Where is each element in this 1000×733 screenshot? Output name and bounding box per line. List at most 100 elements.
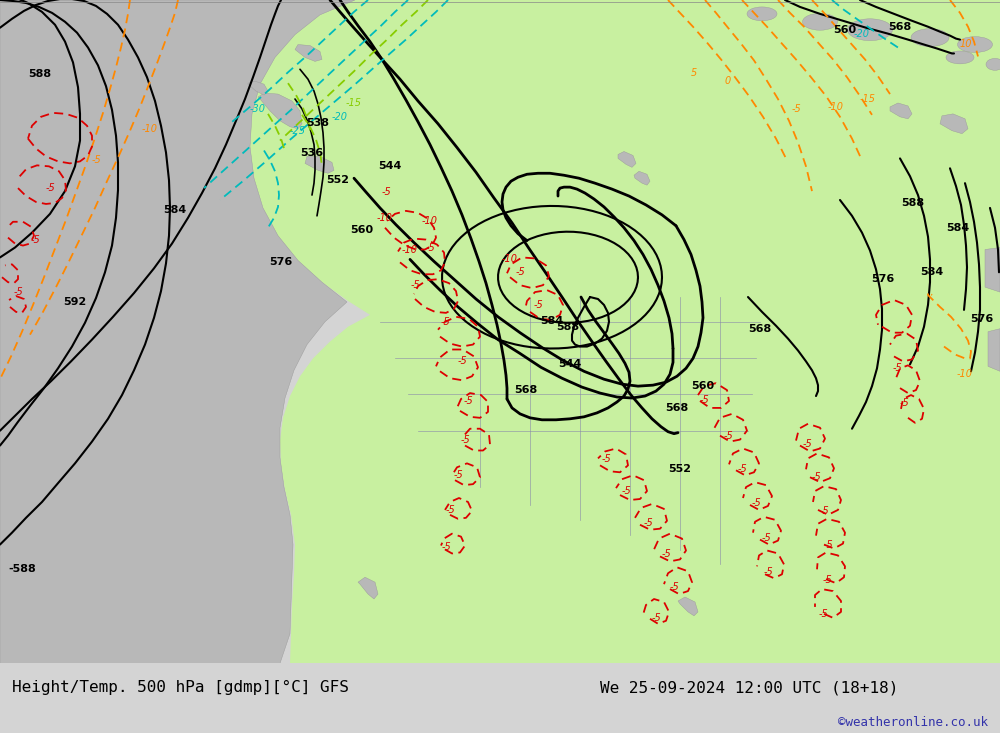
Text: -5: -5: [621, 486, 631, 496]
Text: -10: -10: [828, 102, 844, 112]
Text: 544: 544: [558, 359, 582, 369]
Text: -5: -5: [460, 435, 470, 445]
Text: 552: 552: [326, 175, 350, 185]
Text: -5: -5: [737, 464, 747, 474]
Polygon shape: [250, 0, 1000, 663]
Text: -5: -5: [91, 155, 101, 166]
Text: 568: 568: [888, 22, 912, 32]
Text: 584: 584: [163, 205, 187, 215]
Ellipse shape: [747, 7, 777, 21]
Text: -15: -15: [860, 94, 876, 104]
Text: Height/Temp. 500 hPa [gdmp][°C] GFS: Height/Temp. 500 hPa [gdmp][°C] GFS: [12, 680, 349, 695]
Text: 560: 560: [350, 225, 374, 235]
Text: -5: -5: [669, 582, 679, 592]
Text: 584: 584: [540, 316, 564, 325]
Text: -5: -5: [818, 609, 828, 619]
Polygon shape: [940, 114, 968, 133]
Text: -5: -5: [751, 498, 761, 508]
Text: 568: 568: [665, 403, 689, 413]
Text: -5: -5: [892, 364, 902, 373]
Polygon shape: [248, 81, 268, 95]
Text: 0: 0: [725, 76, 731, 86]
Ellipse shape: [848, 19, 893, 40]
Text: -5: -5: [30, 235, 40, 245]
Text: 568: 568: [748, 324, 772, 334]
Text: -5: -5: [515, 268, 525, 277]
Text: 588: 588: [28, 69, 52, 79]
Text: -5: -5: [761, 533, 771, 542]
Text: -5: -5: [802, 438, 812, 449]
Polygon shape: [634, 172, 650, 185]
Text: 584: 584: [946, 223, 970, 232]
Text: -5: -5: [601, 454, 611, 465]
Text: -5: -5: [822, 575, 832, 585]
Text: -588: -588: [8, 564, 36, 575]
Text: ©weatheronline.co.uk: ©weatheronline.co.uk: [838, 716, 988, 729]
Polygon shape: [358, 577, 378, 599]
Text: -10: -10: [422, 216, 438, 226]
Polygon shape: [305, 156, 334, 173]
Text: -5: -5: [661, 550, 671, 559]
Text: -30: -30: [250, 104, 266, 114]
Text: -5: -5: [811, 472, 821, 482]
Ellipse shape: [986, 59, 1000, 70]
Text: -5: -5: [699, 395, 709, 405]
Ellipse shape: [958, 37, 992, 53]
Polygon shape: [985, 248, 1000, 292]
Text: -5: -5: [381, 187, 391, 197]
Text: -10: -10: [142, 124, 158, 133]
Ellipse shape: [802, 13, 838, 30]
Text: -20: -20: [854, 29, 870, 39]
Text: 536: 536: [300, 149, 324, 158]
Polygon shape: [258, 93, 302, 129]
Text: -5: -5: [457, 356, 467, 366]
Text: -10: -10: [957, 369, 973, 379]
Polygon shape: [678, 597, 698, 616]
Polygon shape: [295, 45, 322, 62]
Text: -25: -25: [290, 125, 306, 136]
Text: -5: -5: [533, 300, 543, 310]
Polygon shape: [890, 103, 912, 119]
Text: 560: 560: [691, 381, 715, 391]
Text: -10: -10: [502, 254, 518, 265]
Text: 576: 576: [269, 257, 293, 268]
Text: 5: 5: [691, 68, 697, 78]
Text: 576: 576: [871, 274, 895, 284]
Polygon shape: [618, 152, 636, 167]
Text: -5: -5: [651, 613, 661, 623]
Text: -5: -5: [453, 471, 463, 480]
Text: -20: -20: [332, 112, 348, 122]
Text: -5: -5: [899, 398, 909, 408]
Text: -5: -5: [723, 431, 733, 441]
Text: -5: -5: [763, 567, 773, 578]
Text: -5: -5: [791, 104, 801, 114]
Text: -5: -5: [823, 539, 833, 550]
Text: 552: 552: [668, 464, 692, 474]
Polygon shape: [988, 328, 1000, 372]
Text: -5: -5: [819, 506, 829, 516]
Text: 588: 588: [556, 322, 580, 332]
Text: 592: 592: [63, 297, 87, 307]
Text: -5: -5: [45, 183, 55, 193]
Text: -5: -5: [445, 505, 455, 515]
Text: -5: -5: [643, 517, 653, 528]
Text: -5: -5: [425, 243, 435, 253]
Text: -10: -10: [377, 213, 393, 223]
Text: -5: -5: [463, 396, 473, 406]
Ellipse shape: [946, 51, 974, 64]
Text: 544: 544: [378, 161, 402, 172]
Text: We 25-09-2024 12:00 UTC (18+18): We 25-09-2024 12:00 UTC (18+18): [600, 680, 898, 695]
Text: -5: -5: [441, 542, 451, 551]
Text: -5: -5: [410, 280, 420, 290]
Text: 584: 584: [920, 268, 944, 277]
Text: 560: 560: [833, 25, 857, 34]
Text: 10: 10: [960, 39, 972, 48]
Text: -5: -5: [440, 317, 450, 327]
Text: 576: 576: [970, 314, 994, 324]
Polygon shape: [0, 0, 355, 663]
Text: -5: -5: [13, 287, 23, 297]
Text: 568: 568: [514, 385, 538, 395]
Ellipse shape: [911, 29, 949, 46]
Text: -10: -10: [402, 246, 418, 256]
Text: 538: 538: [306, 118, 330, 128]
